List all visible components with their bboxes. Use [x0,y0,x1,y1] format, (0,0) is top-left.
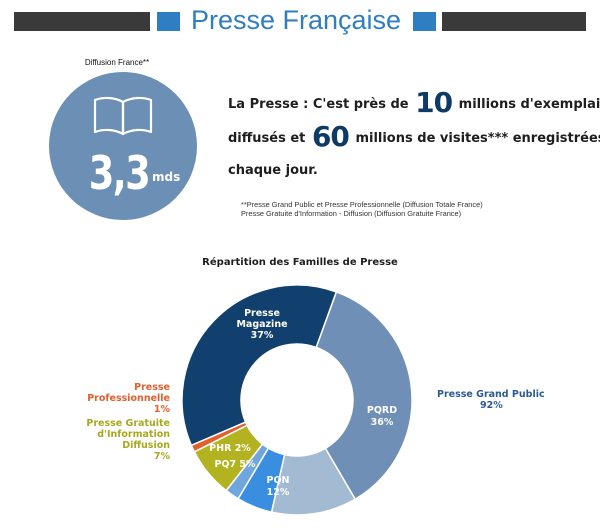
legend-text: d'Information [97,429,170,440]
diffusion-circle: 3,3 mds [49,72,197,220]
diffusion-unit: mds [152,170,181,184]
label-presse-grand-public: Presse Grand Public 92% [437,389,587,411]
footnote-line: **Presse Grand Public et Presse Professi… [241,200,483,209]
headline-text: La Presse : C'est près de [228,97,409,112]
legend-value: 7% [153,451,170,462]
slice-value-pqrd: 36% [371,417,394,428]
headline-highlight-number: 60 [311,120,350,153]
headline-highlight-number: 10 [415,86,453,119]
headline-line-2: diffusés et 60 millions de visites*** en… [228,120,600,154]
headline-line-3: chaque jour. [228,163,318,178]
header-bar-left [14,12,150,31]
label-presse-gratuite: Presse Gratuite d'Information Diffusion … [66,418,170,462]
slice-value-magazine: 37% [251,330,274,341]
slice-presse-magazine [181,284,338,447]
header-square-right [413,12,436,31]
diffusion-value: 3,3 [88,146,151,200]
slice-value-pqn: 12% [267,487,290,498]
chart-title: Répartition des Familles de Presse [202,257,398,268]
legend-value: 1% [153,404,170,415]
header-bar-right [442,12,586,31]
headline-text: diffusés et [228,131,306,146]
legend-text: Presse [134,382,170,393]
open-book-icon [93,96,153,136]
header-square-left [157,12,180,31]
headline-text: millions de visites*** enregistrées [355,131,600,146]
headline-text: millions d'exemplaires [458,97,600,112]
slice-label-pqrd: PQRD [367,405,397,416]
headline-line-1: La Presse : C'est près de 10 millions d'… [228,86,600,120]
slice-label-magazine: Presse [244,308,280,319]
slice-label-phr: PHR 2% [209,443,251,454]
slice-label-pqn: PQN [267,475,290,486]
page-title: Presse Française [190,5,402,35]
label-presse-professionnelle: Presse Professionnelle 1% [66,382,170,415]
legend-value: 92% [480,400,503,411]
footnote-line: Presse Gratuite d'Information - Diffusio… [241,209,462,218]
slice-label-magazine: Magazine [236,319,287,330]
footnote: **Presse Grand Public et Presse Professi… [241,200,591,218]
circle-caption: Diffusion France** [84,58,150,67]
legend-text: Presse Grand Public [437,389,545,400]
slice-label-pq7: PQ7 5% [214,459,256,470]
legend-text: Professionnelle [87,393,170,404]
slice-pqrd [315,290,413,501]
legend-text: Presse Gratuite [86,418,170,429]
legend-text: Diffusion [122,440,170,451]
headline: La Presse : C'est près de 10 millions d'… [228,86,600,188]
